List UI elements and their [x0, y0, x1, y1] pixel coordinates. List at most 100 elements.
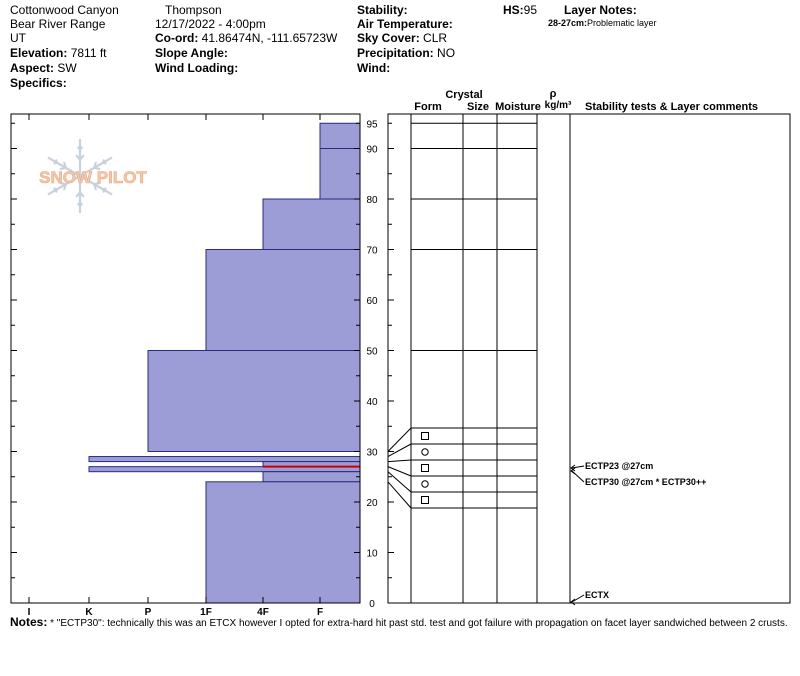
faceted-grain-icon — [421, 432, 429, 440]
layer-connector — [387, 481, 412, 509]
precip-value: NO — [437, 46, 456, 60]
elevation-label: Elevation: — [10, 46, 68, 60]
layer-connector — [387, 466, 412, 477]
flake-branch — [76, 146, 81, 151]
snowpilot-logo: SNOW PILOT — [39, 139, 148, 213]
precip-label: Precipitation: — [357, 46, 434, 60]
flake-branch — [94, 166, 101, 171]
location-name: Cottonwood Canyon — [10, 3, 119, 17]
stability-tests: ECTP23 @27cm ECTP30 @27cm * ECTP30++ ECTX — [570, 461, 706, 606]
hardness-layers — [88, 122, 361, 604]
logo-text: SNOW PILOT — [39, 168, 147, 187]
flake-branch — [102, 187, 107, 191]
aspect-value: SW — [57, 61, 77, 75]
rho-header: ρ — [550, 88, 557, 100]
flake-arm — [79, 175, 113, 196]
hardness-layer — [262, 198, 361, 250]
observation-datetime: 12/17/2022 - 4:00pm — [155, 17, 266, 31]
test-arrowhead — [570, 467, 576, 475]
flake-branch — [53, 161, 58, 165]
coord-value: 41.86474N, -111.65723W — [201, 31, 338, 45]
notes-label: Notes: — [10, 615, 48, 629]
stability-test-label: ECTX — [585, 590, 609, 600]
size-header: Size — [467, 101, 489, 113]
stratigraphy-table — [387, 113, 791, 604]
test-arrowhead — [570, 464, 576, 472]
hs-label: HS: — [503, 3, 524, 17]
flake-branch — [63, 184, 67, 191]
hardness-layer — [205, 481, 361, 604]
density-unit-header: kg/m³ — [545, 100, 572, 111]
layer-connector — [387, 427, 412, 452]
test-pointer — [571, 465, 585, 469]
table-border — [387, 113, 791, 604]
depth-label: 80 — [366, 195, 378, 206]
hardness-layer — [319, 148, 361, 200]
layer-note: 28-27cm:Problematic layer — [548, 18, 657, 29]
flake-branch — [53, 187, 58, 191]
wind-loading-label: Wind Loading: — [155, 61, 239, 75]
hardness-label: K — [85, 607, 93, 618]
depth-label: 50 — [366, 347, 378, 358]
hardness-layer — [262, 471, 361, 483]
faceted-grain-icon — [421, 464, 429, 472]
flake-branch — [75, 154, 81, 161]
slope-label: Slope Angle: — [155, 46, 228, 60]
stability-comments-header: Stability tests & Layer comments — [585, 101, 758, 113]
hardness-label: P — [145, 607, 152, 618]
sky-value: CLR — [423, 31, 448, 45]
hardness-label: 1F — [200, 607, 212, 618]
depth-axis: 0 10 20 30 40 50 60 70 80 90 95 — [11, 119, 394, 610]
flake-branch — [102, 189, 106, 193]
rounded-grain-icon — [421, 480, 429, 488]
stability-test-label: ECTP30 @27cm * ECTP30++ — [585, 477, 706, 487]
layer-note-text: Problematic layer — [587, 18, 657, 28]
flake-branch — [79, 201, 84, 206]
layer-note-range: 28-27cm: — [548, 18, 588, 28]
moisture-header: Moisture — [495, 101, 541, 113]
crystal-form-symbols — [421, 432, 429, 504]
wind-field: Wind: — [357, 61, 390, 75]
flake-arm — [79, 156, 113, 177]
hardness-label: 4F — [257, 607, 269, 618]
form-header: Form — [414, 101, 442, 113]
sky-field: Sky Cover: CLR — [357, 31, 447, 45]
notes-text: * "ECTP30": technically this was an ETCX… — [50, 618, 788, 629]
depth-label: 70 — [366, 246, 378, 257]
stability-test-label: ECTP23 @27cm — [585, 461, 653, 471]
flake-branch — [54, 189, 58, 193]
state-name: UT — [10, 31, 26, 45]
flake-branch — [94, 181, 101, 186]
depth-label: 30 — [366, 448, 378, 459]
observer-name: Thompson — [165, 3, 222, 17]
notes-row: Notes: * "ECTP30": technically this was … — [10, 616, 788, 630]
flake-branch — [59, 166, 66, 171]
layer-connector — [387, 471, 412, 493]
hardness-layer — [205, 249, 361, 351]
hs-field: HS:95 — [503, 3, 537, 17]
depth-label: 20 — [366, 498, 378, 509]
depth-label: 95 — [366, 119, 378, 130]
flake-arm — [47, 175, 81, 196]
coord-label: Co-ord: — [155, 31, 199, 45]
flake-branch — [102, 159, 106, 163]
flake-branch — [79, 191, 85, 198]
hardness-layer — [147, 350, 361, 452]
flake-branch — [102, 161, 107, 165]
air-temp-label: Air Temperature: — [357, 17, 453, 31]
hardness-layer — [88, 456, 361, 463]
wind-loading-field: Wind Loading: — [155, 61, 238, 75]
flake-branch — [93, 161, 97, 168]
depth-label: 60 — [366, 296, 378, 307]
depth-label: 40 — [366, 397, 378, 408]
elevation-field: Elevation: 7811 ft — [10, 46, 107, 60]
test-pointer — [571, 594, 585, 603]
aspect-label: Aspect: — [10, 61, 55, 75]
hardness-label: F — [317, 607, 323, 618]
slope-field: Slope Angle: — [155, 46, 228, 60]
flake-branch — [63, 161, 67, 168]
specifics-label: Specifics: — [10, 76, 67, 90]
snowflake-icon — [47, 139, 113, 213]
test-arrowhead — [570, 598, 576, 606]
layer-connector — [387, 459, 412, 463]
